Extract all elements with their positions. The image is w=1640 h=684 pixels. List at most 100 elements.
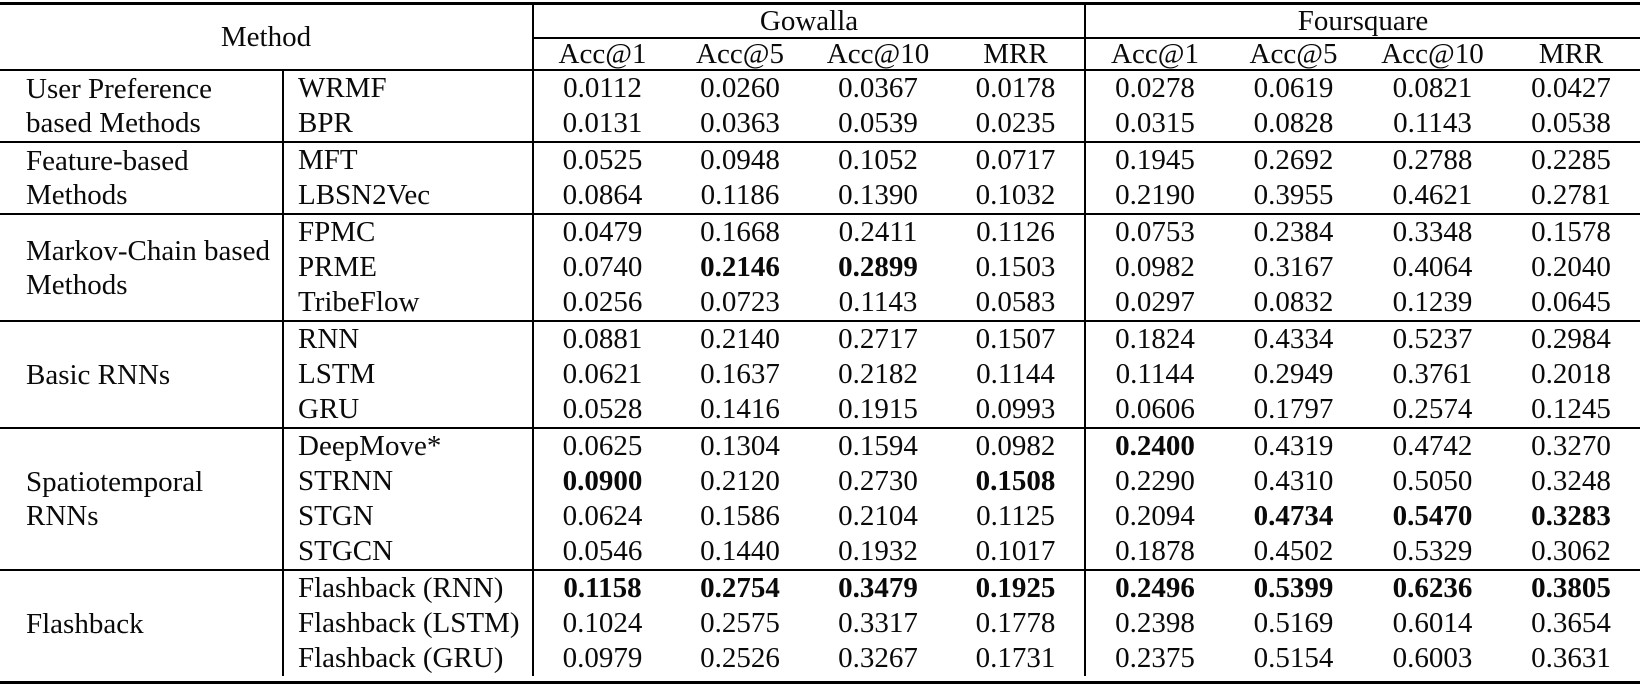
metric-cell-foursquare: 0.0832 <box>1253 286 1334 318</box>
metric-cell-foursquare: 0.5050 <box>1392 465 1473 497</box>
metric-cell-foursquare: 0.3348 <box>1363 213 1502 250</box>
metric-cell-foursquare: 0.3283 <box>1531 500 1611 532</box>
metric-cell-foursquare: 0.3062 <box>1531 535 1611 567</box>
metric-cell-gowalla: 0.2717 <box>809 320 947 357</box>
metric-cell-foursquare: 0.4734 <box>1253 500 1334 532</box>
metric-cell-gowalla: 0.1731 <box>947 641 1086 676</box>
metric-cell-foursquare: 0.0538 <box>1531 107 1611 139</box>
table-row: Flashback (GRU) 0.0979 0.2526 0.3267 0.1731 0… <box>0 641 1640 676</box>
metric-cell-gowalla: 0.1932 <box>838 535 918 567</box>
metric-cell-foursquare: 0.4319 <box>1224 427 1363 464</box>
metric-cell-gowalla: 0.0546 <box>562 535 643 567</box>
col-header-foursquare-acc10: Acc@10 <box>1363 38 1502 71</box>
metric-cell-foursquare: 0.0606 <box>1115 393 1195 425</box>
metric-cell-gowalla: 0.0740 <box>562 251 643 283</box>
dataset-header-foursquare: Foursquare <box>1085 3 1640 39</box>
dataset-header-gowalla: Gowalla <box>533 3 1086 39</box>
metric-cell-foursquare: 0.5329 <box>1392 535 1473 567</box>
metric-cell-foursquare: 0.1878 <box>1115 535 1195 567</box>
metric-cell-foursquare: 0.1797 <box>1253 393 1334 425</box>
metric-cell-gowalla: 0.2730 <box>838 465 918 497</box>
metric-cell-gowalla: 0.0723 <box>700 286 780 318</box>
metric-cell-gowalla: 0.3479 <box>809 569 947 606</box>
metric-cell-gowalla: 0.3267 <box>838 642 918 674</box>
metric-cell-gowalla: 0.0131 <box>562 107 643 139</box>
category-cell: Spatiotemporal RNNs <box>0 427 284 570</box>
metric-cell-foursquare: 0.0297 <box>1115 286 1195 318</box>
metric-cell-foursquare: 0.0278 <box>1085 69 1224 106</box>
metric-cell-gowalla: 0.0948 <box>671 141 809 178</box>
table-row: TribeFlow 0.0256 0.0723 0.1143 0.0583 0.0297 0… <box>0 285 1640 321</box>
table-row: Markov-Chain based Methods FPMC 0.0479 0.16… <box>0 213 1640 321</box>
metric-cell-gowalla: 0.0539 <box>838 107 918 139</box>
metric-cell-gowalla: 0.0367 <box>809 69 947 106</box>
method-cell: Flashback (LSTM) <box>283 606 534 641</box>
dataset-header-row: Method Gowalla Foursquare <box>0 3 1640 71</box>
metric-cell-gowalla: 0.1915 <box>838 393 918 425</box>
method-cell: DeepMove* <box>283 427 534 464</box>
metric-cell-gowalla: 0.1304 <box>671 427 809 464</box>
metric-cell-gowalla: 0.0363 <box>700 107 780 139</box>
method-cell: LBSN2Vec <box>283 178 534 214</box>
metric-cell-gowalla: 0.0864 <box>562 179 643 211</box>
metric-cell-foursquare: 0.6003 <box>1392 642 1473 674</box>
metric-cell-foursquare: 0.0645 <box>1531 286 1611 318</box>
metric-cell-foursquare: 0.4064 <box>1392 251 1473 283</box>
category-cell: Feature-based Methods <box>0 141 284 214</box>
metric-cell-gowalla: 0.2140 <box>671 320 809 357</box>
metric-cell-foursquare: 0.3805 <box>1502 569 1640 606</box>
metric-cell-foursquare: 0.0821 <box>1363 69 1502 106</box>
metric-cell-foursquare: 0.5399 <box>1224 569 1363 606</box>
col-header-gowalla-acc10: Acc@10 <box>809 38 947 71</box>
metric-cell-foursquare: 0.6014 <box>1392 607 1473 639</box>
metric-cell-gowalla: 0.0256 <box>562 286 643 318</box>
metric-cell-gowalla: 0.0993 <box>947 392 1086 428</box>
metric-cell-gowalla: 0.0528 <box>562 393 643 425</box>
metric-cell-gowalla: 0.1508 <box>947 464 1086 499</box>
metric-cell-gowalla: 0.3317 <box>838 607 918 639</box>
metric-cell-gowalla: 0.1440 <box>700 535 780 567</box>
metric-cell-gowalla: 0.0112 <box>533 69 671 106</box>
metric-cell-foursquare: 0.0982 <box>1115 251 1195 283</box>
metric-cell-gowalla: 0.1158 <box>533 569 671 606</box>
method-cell: STGCN <box>283 534 534 570</box>
metric-cell-gowalla: 0.2411 <box>809 213 947 250</box>
metric-cell-gowalla: 0.0479 <box>533 213 671 250</box>
metric-cell-foursquare: 0.1239 <box>1392 286 1473 318</box>
col-header-gowalla-acc1: Acc@1 <box>533 38 671 71</box>
metric-cell-foursquare: 0.2788 <box>1363 141 1502 178</box>
metric-cell-gowalla: 0.1637 <box>700 358 780 390</box>
metric-cell-foursquare: 0.1143 <box>1393 107 1472 139</box>
metric-cell-foursquare: 0.2496 <box>1085 569 1224 606</box>
metric-cell-foursquare: 0.3248 <box>1531 465 1611 497</box>
metric-cell-gowalla: 0.1925 <box>947 569 1086 606</box>
metric-cell-foursquare: 0.2290 <box>1115 465 1195 497</box>
metric-cell-gowalla: 0.0979 <box>562 642 643 674</box>
metric-cell-gowalla: 0.1594 <box>809 427 947 464</box>
table-row: PRME 0.0740 0.2146 0.2899 0.1503 0.0982 0.3167… <box>0 250 1640 285</box>
metric-cell-foursquare: 0.5470 <box>1392 500 1473 532</box>
metric-cell-gowalla: 0.1586 <box>700 500 780 532</box>
category-cell: Basic RNNs <box>0 320 284 428</box>
metric-cell-gowalla: 0.1778 <box>947 606 1086 641</box>
table-row: STGCN 0.0546 0.1440 0.1932 0.1017 0.1878 0.450… <box>0 534 1640 570</box>
metric-cell-foursquare: 0.1144 <box>1115 358 1195 390</box>
metric-cell-gowalla: 0.1017 <box>947 534 1086 570</box>
metric-cell-foursquare: 0.4334 <box>1224 320 1363 357</box>
col-header-foursquare-acc5: Acc@5 <box>1224 38 1363 71</box>
table-row: Feature-based Methods MFT 0.0525 0.0948 0.10… <box>0 141 1640 214</box>
table-row: BPR 0.0131 0.0363 0.0539 0.0235 0.0315 0.0828 0… <box>0 106 1640 142</box>
metric-cell-gowalla: 0.1668 <box>671 213 809 250</box>
metric-cell-foursquare: 0.5154 <box>1253 642 1334 674</box>
method-cell: PRME <box>283 250 534 285</box>
metric-cell-foursquare: 0.0753 <box>1085 213 1224 250</box>
metric-cell-foursquare: 0.5169 <box>1253 607 1334 639</box>
metric-cell-gowalla: 0.1503 <box>947 250 1086 285</box>
table-row: LSTM 0.0621 0.1637 0.2182 0.1144 0.1144 0.2949… <box>0 357 1640 392</box>
metric-cell-foursquare: 0.2190 <box>1115 179 1195 211</box>
metric-cell-gowalla: 0.0260 <box>671 69 809 106</box>
category-cell: User Preference based Methods <box>0 69 284 142</box>
col-header-gowalla-acc5: Acc@5 <box>671 38 809 71</box>
metric-cell-foursquare: 0.2574 <box>1392 393 1473 425</box>
